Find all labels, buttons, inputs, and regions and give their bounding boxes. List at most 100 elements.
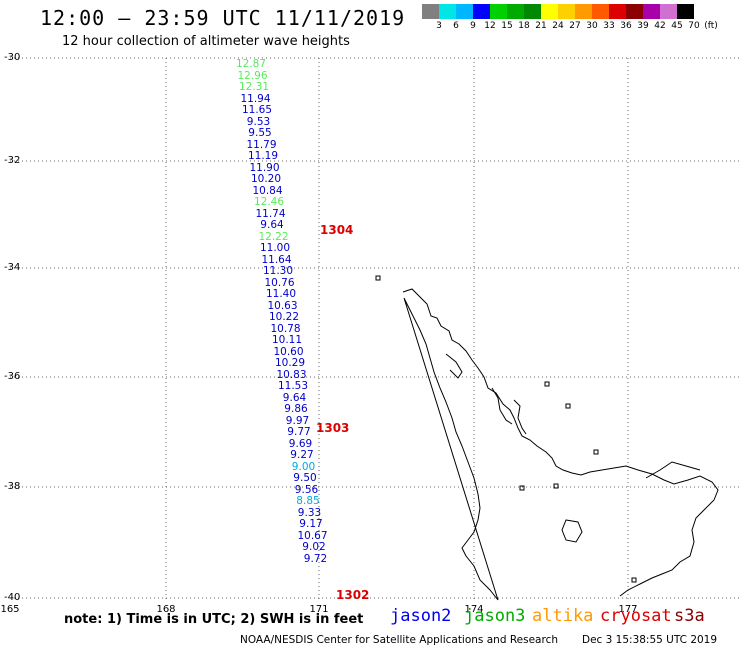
lon-label-165: 165 <box>0 604 20 615</box>
pass-time-label: 1304 <box>320 223 354 237</box>
legend-label: 12 <box>484 21 496 31</box>
lat-label-32: -32 <box>4 155 21 166</box>
wave-height-label: 9.17 <box>299 518 323 530</box>
legend-label: 9 <box>470 21 476 31</box>
offshore-islet-1 <box>375 275 381 281</box>
legend-label: 33 <box>603 21 615 31</box>
wave-height-label: 10.67 <box>297 529 328 542</box>
credit-line: NOAA/NESDIS Center for Satellite Applica… <box>240 634 558 646</box>
legend-swatch <box>626 4 643 19</box>
wave-height-label: 9.00 <box>291 460 316 473</box>
wave-height-label: 11.19 <box>247 150 279 162</box>
legend-label: 21 <box>535 21 547 31</box>
wave-height-label: 10.29 <box>274 357 306 369</box>
offshore-islet-2 <box>544 381 550 387</box>
lat-label-40: -40 <box>4 592 21 603</box>
offshore-islet-4 <box>593 449 599 455</box>
legend-swatches <box>422 4 694 19</box>
lon-label-171: 171 <box>309 604 329 615</box>
wave-height-label: 8.85 <box>296 495 320 507</box>
lake-taupo <box>561 519 583 543</box>
wave-height-label: 10.11 <box>271 334 303 346</box>
wave-height-label: 11.40 <box>265 288 297 300</box>
legend-label: 3 <box>436 21 442 31</box>
legend-label: 70 <box>688 21 700 31</box>
kaipara-harbour <box>445 353 463 379</box>
wave-height-label: 10.83 <box>276 368 307 381</box>
offshore-islet-7 <box>631 577 637 583</box>
legend-swatch <box>643 4 660 19</box>
legend-swatch <box>422 4 439 19</box>
wave-height-label: 9.27 <box>290 449 314 461</box>
lon-label-174: 174 <box>464 604 484 615</box>
legend-label: 15 <box>501 21 513 31</box>
satellite-label-cryosat: cryosat <box>600 606 672 626</box>
lat-label-38: -38 <box>4 481 21 492</box>
wave-height-label: 9.55 <box>248 127 272 139</box>
wave-height-label: 9.53 <box>246 115 271 128</box>
legend-swatch <box>490 4 507 19</box>
legend-label: (ft) <box>704 21 718 31</box>
north-island-coastline <box>402 288 719 601</box>
wave-height-label: 10.22 <box>268 311 300 323</box>
wave-height-label: 11.79 <box>246 138 277 151</box>
lon-label-177: 177 <box>618 604 638 615</box>
wave-height-label: 12.31 <box>238 81 270 93</box>
legend-label: 30 <box>586 21 598 31</box>
lat-label-36: -36 <box>4 371 21 382</box>
wave-height-label: 11.30 <box>262 265 294 277</box>
satellite-label-s3a: s3a <box>674 606 705 626</box>
firth-of-thames <box>491 387 513 425</box>
legend-label: 27 <box>569 21 581 31</box>
graticule <box>10 57 740 600</box>
map-title: 12:00 – 23:59 UTC 11/11/2019 <box>40 6 406 30</box>
legend-swatch <box>558 4 575 19</box>
legend-label: 18 <box>518 21 530 31</box>
pass-time-label: 1302 <box>336 588 370 602</box>
legend-swatch <box>575 4 592 19</box>
offshore-islet-5 <box>519 485 525 491</box>
coromandel <box>513 399 527 435</box>
wave-height-label: 9.64 <box>260 219 284 231</box>
legend-label: 6 <box>453 21 459 31</box>
wave-height-label: 9.02 <box>302 541 326 553</box>
wave-height-label: 10.60 <box>273 345 304 358</box>
wave-height-label: 12.46 <box>253 196 285 208</box>
lat-label-30: -30 <box>4 52 21 63</box>
legend-swatch <box>473 4 490 19</box>
legend-labels: 3 6 9 12 15 18 21 24 27 30 33 36 39 42 45 70 (ft) <box>422 19 718 33</box>
wave-height-label: 10.84 <box>252 184 283 197</box>
legend-swatch <box>456 4 473 19</box>
wave-height-label: 9.77 <box>287 426 311 438</box>
wave-height-label: 9.33 <box>297 506 322 519</box>
legend-label: 45 <box>671 21 683 31</box>
legend-swatch <box>524 4 541 19</box>
wave-height-label: 11.74 <box>255 207 286 220</box>
legend-label: 36 <box>620 21 632 31</box>
satellite-label-jason2: jason2 <box>390 606 452 626</box>
legend-swatch <box>609 4 626 19</box>
legend-swatch <box>660 4 677 19</box>
wave-height-label: 11.64 <box>261 253 292 266</box>
wave-height-label: 10.76 <box>264 276 295 289</box>
legend-label: 24 <box>552 21 564 31</box>
offshore-islet-6 <box>553 483 559 489</box>
wave-height-label: 9.86 <box>284 403 308 415</box>
wave-height-label: 11.65 <box>241 104 273 116</box>
offshore-islet-3 <box>565 403 571 409</box>
wave-height-label: 10.78 <box>270 322 301 335</box>
wave-height-label: 9.72 <box>303 552 328 565</box>
legend-swatch <box>592 4 609 19</box>
wave-height-label: 11.94 <box>240 92 271 105</box>
wave-height-label: 10.20 <box>250 173 282 185</box>
legend-swatch <box>677 4 694 19</box>
pass-time-label: 1303 <box>316 421 350 435</box>
legend-swatch <box>541 4 558 19</box>
map-subtitle: 12 hour collection of altimeter wave hei… <box>62 34 350 49</box>
lon-label-168: 168 <box>156 604 176 615</box>
east-cape-coast <box>645 461 701 479</box>
units-note: note: 1) Time is in UTC; 2) SWH is in fe… <box>64 612 364 627</box>
legend-label: 39 <box>637 21 649 31</box>
wave-height-label: 11.53 <box>277 380 309 392</box>
